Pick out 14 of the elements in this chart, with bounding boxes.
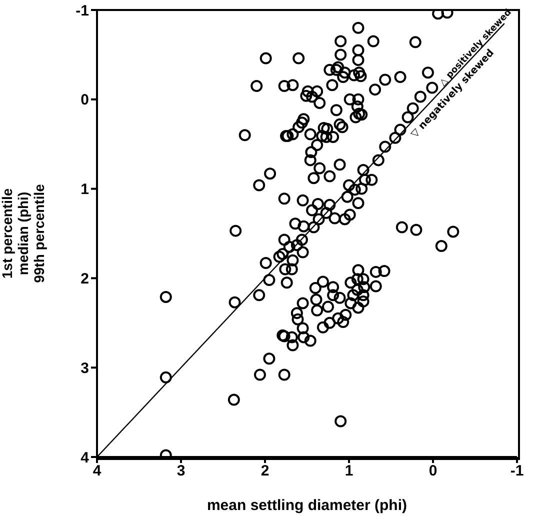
x-tick-label: 0 — [428, 462, 438, 480]
y-tick-label: 4 — [80, 449, 90, 466]
y-tick-label: 3 — [80, 360, 89, 377]
x-tick-label: -1 — [510, 462, 524, 480]
y-tick-label: 1 — [80, 181, 89, 198]
y-tick-label: 2 — [80, 270, 89, 288]
x-tick-label: 1 — [344, 462, 354, 480]
x-tick-label: 4 — [92, 462, 102, 480]
x-tick-label: 2 — [260, 462, 270, 480]
x-tick-label: 3 — [176, 462, 186, 480]
y-tick-label: -1 — [76, 2, 89, 20]
y-axis-title: 1st percentile median (phi) 99th percentile — [0, 184, 47, 283]
y-tick-label: 0 — [80, 92, 89, 109]
x-axis-title: mean settling diameter (phi) — [206, 497, 408, 514]
